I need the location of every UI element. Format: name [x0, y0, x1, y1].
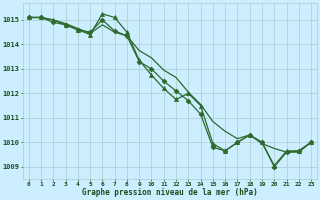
X-axis label: Graphe pression niveau de la mer (hPa): Graphe pression niveau de la mer (hPa) [82, 188, 258, 197]
